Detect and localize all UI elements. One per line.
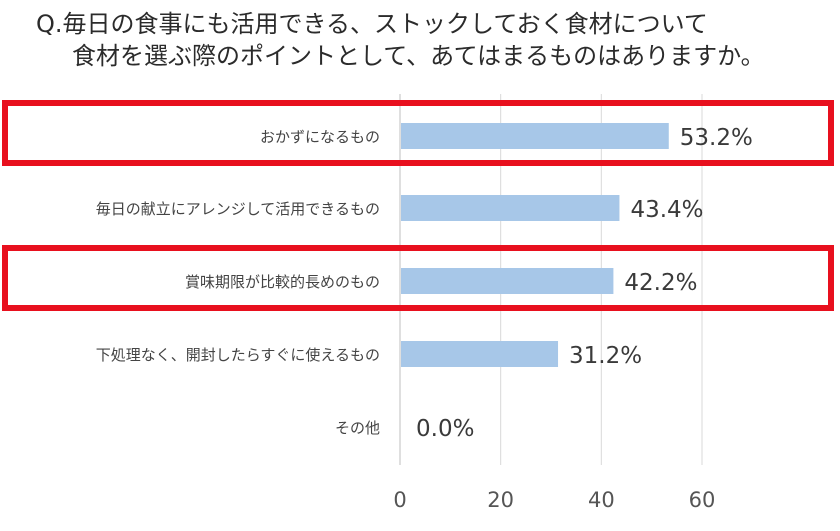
value-label: 42.2% [624, 270, 697, 296]
value-label: 53.2% [680, 125, 753, 151]
category-label: 毎日の献立にアレンジして活用できるもの [96, 200, 380, 218]
highlight-frame [2, 245, 834, 311]
x-tick-label: 60 [689, 488, 716, 512]
value-label: 31.2% [569, 343, 642, 369]
category-label: おかずになるもの [260, 128, 380, 146]
bar [401, 123, 669, 149]
category-label: 下処理なく、開封したらすぐに使えるもの [96, 346, 380, 364]
value-label: 43.4% [630, 197, 703, 223]
x-tick-label: 20 [487, 488, 514, 512]
x-tick-label: 40 [588, 488, 615, 512]
x-tick-label: 0 [393, 488, 406, 512]
title-line-1: Q.毎日の食事にも活用できる、ストックしておく食材について [36, 10, 708, 38]
category-label: その他 [335, 419, 380, 437]
bar [401, 268, 614, 294]
bar [401, 195, 620, 221]
bar [401, 341, 559, 367]
highlight-frame [2, 100, 834, 166]
value-label: 0.0% [416, 416, 474, 442]
category-label: 賞味期限が比較的長めのもの [185, 273, 380, 291]
title-line-2: 食材を選ぶ際のポイントとして、あてはまるものはありますか。 [72, 42, 765, 70]
chart-title: Q.毎日の食事にも活用できる、ストックしておく食材について 食材を選ぶ際のポイン… [36, 8, 765, 72]
